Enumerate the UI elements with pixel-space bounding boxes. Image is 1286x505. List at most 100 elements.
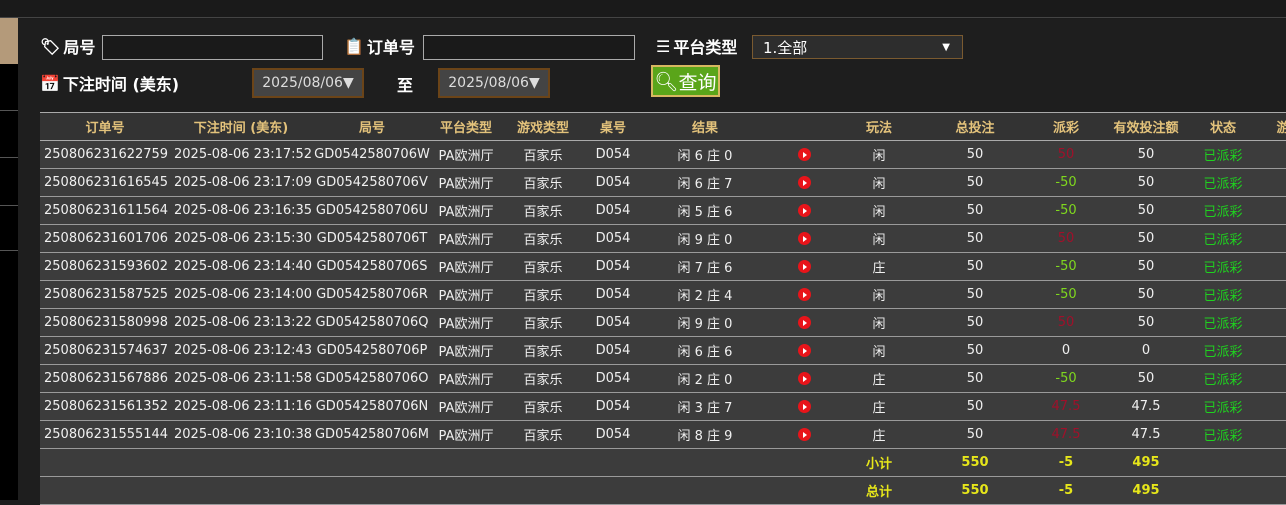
column-header[interactable]: 派彩 [1030, 112, 1102, 141]
replay-cell[interactable] [770, 224, 838, 253]
empty-cell [1190, 448, 1256, 477]
round-input[interactable] [102, 35, 323, 60]
platform-cell: PA欧洲厅 [432, 280, 500, 309]
play-icon[interactable] [797, 428, 811, 441]
game-type-cell: 百家乐 [500, 168, 586, 197]
payout-cell: 50 [1030, 308, 1102, 337]
valid-bet-cell: 50 [1102, 308, 1190, 337]
total-total-bet: 550 [920, 476, 1030, 505]
play-icon[interactable] [797, 232, 811, 245]
play-icon[interactable] [797, 148, 811, 161]
empty-cell [1256, 476, 1286, 505]
table-id-cell: D054 [586, 252, 640, 281]
column-header[interactable]: 状态 [1190, 112, 1256, 141]
empty-cell [500, 476, 586, 505]
replay-cell[interactable] [770, 420, 838, 449]
order-id-cell: 250806231601706 [40, 224, 170, 253]
replay-cell[interactable] [770, 364, 838, 393]
order-input[interactable] [423, 35, 635, 60]
replay-cell[interactable] [770, 168, 838, 197]
order-id-cell: 250806231567886 [40, 364, 170, 393]
payout-cell: 50 [1030, 140, 1102, 169]
bet-type-cell: 庄 [838, 252, 920, 281]
result-cell: 闲 2 庄 0 [640, 364, 770, 393]
column-header[interactable]: 游 [1256, 112, 1286, 141]
round-id-cell: GD0542580706U [312, 196, 432, 225]
play-icon[interactable] [797, 372, 811, 385]
table-row: 250806231580998 2025-08-06 23:13:22 GD0542… [40, 308, 1286, 337]
top-bar [0, 0, 1286, 18]
replay-cell[interactable] [770, 308, 838, 337]
valid-bet-cell: 47.5 [1102, 420, 1190, 449]
column-header[interactable]: 结果 [640, 112, 770, 141]
sidebar-active-tab[interactable] [0, 18, 18, 64]
play-icon[interactable] [797, 260, 811, 273]
column-header[interactable]: 下注时间 (美东) [170, 112, 312, 141]
bet-type-cell: 闲 [838, 168, 920, 197]
subtotal-total-bet: 550 [920, 448, 1030, 477]
table-row: 250806231587525 2025-08-06 23:14:00 GD0542… [40, 280, 1286, 309]
date-from-picker[interactable]: 2025/08/06▼ [252, 68, 364, 98]
extra-cell [1256, 224, 1286, 253]
column-header[interactable]: 游戏类型 [500, 112, 586, 141]
order-label: 📋 订单号 [344, 36, 415, 58]
round-id-cell: GD0542580706R [312, 280, 432, 309]
column-header[interactable]: 平台类型 [432, 112, 500, 141]
empty-cell [432, 448, 500, 477]
replay-cell[interactable] [770, 392, 838, 421]
query-button[interactable]: 🔍︎ 查询 [651, 65, 720, 97]
bet-time-cell: 2025-08-06 23:11:16 [170, 392, 312, 421]
status-cell: 已派彩 [1190, 168, 1256, 197]
platform-cell: PA欧洲厅 [432, 168, 500, 197]
play-icon[interactable] [797, 344, 811, 357]
column-header[interactable]: 订单号 [40, 112, 170, 141]
column-header[interactable]: 玩法 [838, 112, 920, 141]
column-header[interactable]: 有效投注额 [1102, 112, 1190, 141]
result-cell: 闲 9 庄 0 [640, 224, 770, 253]
replay-cell[interactable] [770, 252, 838, 281]
search-icon: 🔍︎ [654, 70, 679, 93]
empty-cell [640, 476, 770, 505]
valid-bet-cell: 47.5 [1102, 392, 1190, 421]
total-label: 总计 [838, 476, 920, 505]
column-header[interactable]: 总投注 [920, 112, 1030, 141]
table-id-cell: D054 [586, 280, 640, 309]
play-icon[interactable] [797, 288, 811, 301]
replay-cell[interactable] [770, 280, 838, 309]
column-header[interactable] [770, 112, 838, 141]
payout-cell: -50 [1030, 364, 1102, 393]
payout-cell: 50 [1030, 224, 1102, 253]
bet-type-cell: 闲 [838, 140, 920, 169]
bet-time-cell: 2025-08-06 23:14:40 [170, 252, 312, 281]
column-header[interactable]: 桌号 [586, 112, 640, 141]
payout-cell: 0 [1030, 336, 1102, 365]
status-cell: 已派彩 [1190, 308, 1256, 337]
platform-select[interactable]: 1.全部 ▼ [752, 35, 963, 59]
status-cell: 已派彩 [1190, 140, 1256, 169]
column-header[interactable]: 局号 [312, 112, 432, 141]
extra-cell [1256, 280, 1286, 309]
replay-cell[interactable] [770, 336, 838, 365]
empty-cell [770, 448, 838, 477]
replay-cell[interactable] [770, 196, 838, 225]
result-cell: 闲 3 庄 7 [640, 392, 770, 421]
play-icon[interactable] [797, 400, 811, 413]
extra-cell [1256, 252, 1286, 281]
total-bet-cell: 50 [920, 252, 1030, 281]
calendar-icon: 📅 [40, 73, 60, 93]
play-icon[interactable] [797, 176, 811, 189]
status-cell: 已派彩 [1190, 252, 1256, 281]
total-bet-cell: 50 [920, 196, 1030, 225]
play-icon[interactable] [797, 316, 811, 329]
replay-cell[interactable] [770, 140, 838, 169]
clipboard-icon: 📋 [344, 36, 364, 56]
order-id-cell: 250806231616545 [40, 168, 170, 197]
bet-type-cell: 闲 [838, 336, 920, 365]
subtotal-label: 小计 [838, 448, 920, 477]
valid-bet-cell: 50 [1102, 168, 1190, 197]
date-to-picker[interactable]: 2025/08/06▼ [438, 68, 550, 98]
order-id-cell: 250806231574637 [40, 336, 170, 365]
play-icon[interactable] [797, 204, 811, 217]
valid-bet-cell: 50 [1102, 364, 1190, 393]
extra-cell [1256, 336, 1286, 365]
